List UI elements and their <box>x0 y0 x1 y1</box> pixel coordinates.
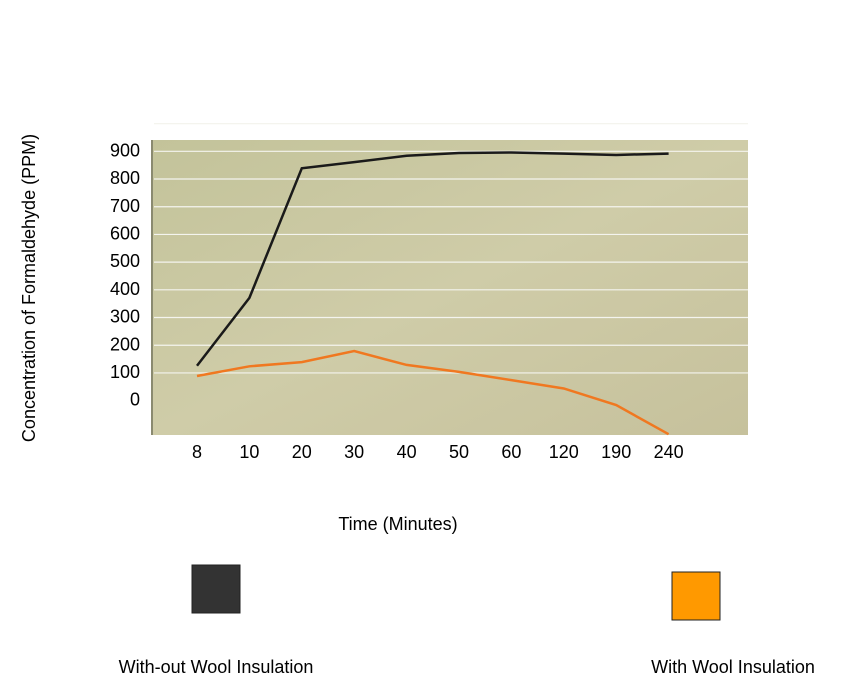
legend-label: With Wool Insulation <box>651 657 815 677</box>
legend-swatch <box>672 572 720 620</box>
y-tick-label: 800 <box>110 168 140 188</box>
y-tick-label: 900 <box>110 140 140 160</box>
legend-label: With-out Wool Insulation <box>119 657 314 677</box>
y-tick-label: 400 <box>110 279 140 299</box>
y-axis-title: Concentration of Formaldehyde (PPM) <box>19 134 39 442</box>
x-tick-label: 30 <box>344 442 364 462</box>
x-tick-label: 20 <box>292 442 312 462</box>
x-axis-title: Time (Minutes) <box>338 514 457 534</box>
x-tick-label: 8 <box>192 442 202 462</box>
x-tick-label: 40 <box>397 442 417 462</box>
y-tick-label: 500 <box>110 251 140 271</box>
plot-area <box>152 140 748 435</box>
legend-swatch <box>192 565 240 613</box>
x-tick-label: 10 <box>239 442 259 462</box>
y-tick-label: 600 <box>110 223 140 243</box>
y-tick-label: 700 <box>110 196 140 216</box>
y-tick-label: 200 <box>110 334 140 354</box>
y-tick-label: 0 <box>130 390 140 410</box>
x-tick-label: 50 <box>449 442 469 462</box>
y-tick-label: 300 <box>110 307 140 327</box>
y-tick-label: 100 <box>110 362 140 382</box>
x-tick-label: 190 <box>601 442 631 462</box>
x-tick-label: 240 <box>654 442 684 462</box>
x-tick-label: 120 <box>549 442 579 462</box>
x-tick-label: 60 <box>501 442 521 462</box>
